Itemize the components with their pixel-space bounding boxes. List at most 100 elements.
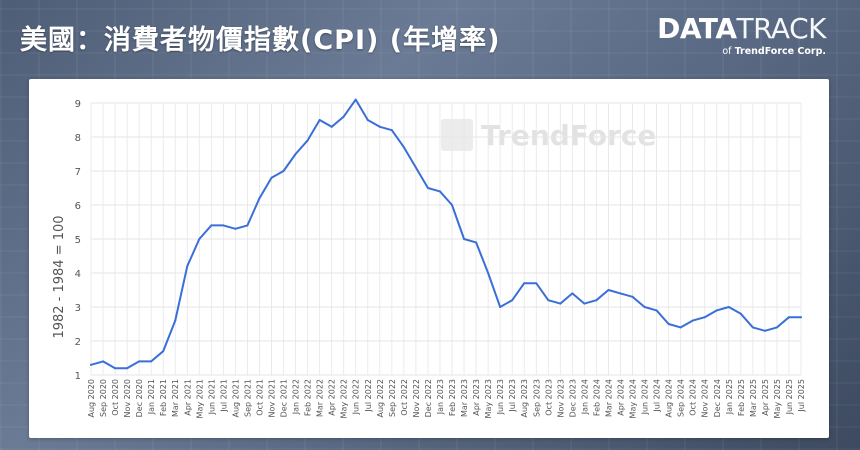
data-point [282,170,285,172]
x-tick-label: Oct 2021 [255,379,264,416]
x-tick-label: Feb 2021 [159,379,168,416]
data-point [751,326,754,329]
x-tick-label: Dec 2023 [568,379,577,417]
x-tick-label: Jul 2022 [364,379,373,413]
data-point [451,204,454,206]
data-point [595,299,598,302]
data-point [438,190,441,193]
x-tick-label: Aug 2022 [376,379,385,418]
y-tick-label: 8 [75,133,81,144]
x-tick-label: Aug 2020 [87,379,96,418]
data-point [523,282,526,285]
data-point [162,350,165,353]
x-tick-label: Apr 2022 [328,379,337,416]
data-point [619,292,622,295]
data-point [475,241,478,244]
y-axis: 1 2 3 4 5 6 7 8 9 [75,99,81,382]
brand-sub-company: TrendForce Corp. [734,46,826,57]
data-point [90,363,92,366]
series-line [90,98,802,370]
y-tick-label: 2 [75,337,81,348]
x-tick-label: Jul 2024 [653,379,662,413]
y-tick-label: 7 [75,167,81,178]
x-tick-label: Apr 2025 [761,379,770,416]
data-point [294,153,297,155]
y-tick-label: 4 [75,269,81,280]
data-point [571,292,574,295]
x-tick-label: Sep 2022 [388,379,397,417]
x-tick-label: Apr 2023 [472,379,481,416]
data-point [258,197,261,200]
data-point [222,224,225,227]
x-tick-label: Nov 2020 [123,379,132,418]
x-tick-label: Jan 2021 [147,379,156,415]
data-point [186,265,189,268]
data-point [667,323,670,325]
x-tick-label: Aug 2023 [520,379,529,418]
x-tick-label: Apr 2024 [616,379,625,416]
data-point [535,282,538,285]
data-point [402,146,405,149]
data-point [378,125,381,128]
data-point [739,312,742,315]
brand-logo: DATATRACK of TrendForce Corp. [657,14,826,58]
x-tick-label: Feb 2023 [448,379,457,416]
data-point [318,119,321,121]
brand-sub-prefix: of [722,46,732,57]
x-tick-label: Apr 2021 [183,379,192,416]
x-tick-label: Aug 2024 [665,379,674,418]
x-tick-label: Aug 2021 [231,379,240,418]
data-point [775,326,778,329]
x-tick-label: Nov 2021 [268,379,277,418]
data-point [727,306,730,308]
x-tick-label: May 2023 [484,379,493,418]
brand-track-text: TRACK [736,12,827,45]
data-point [102,360,105,363]
watermark-text: TrendForce [481,119,656,152]
data-point [547,299,550,302]
x-tick-label: Jan 2025 [725,379,734,415]
data-point [703,316,706,319]
y-axis-label: 1982 - 1984 = 100 [52,215,67,338]
y-tick-label: 9 [75,99,81,110]
x-tick-label: Dec 2024 [713,379,722,417]
x-tick-label: Jul 2025 [797,379,806,413]
data-point [390,129,393,132]
data-point [655,309,658,312]
data-point [463,238,466,240]
brand-data-text: DATA [657,12,737,45]
x-tick-label: Jun 2022 [352,379,361,415]
x-tick-label: Jan 2022 [292,379,301,415]
data-point [763,329,766,332]
grid-lines [90,102,802,376]
page-title: 美國：消費者物價指數(CPI) (年增率) [20,25,501,56]
y-tick-label: 5 [75,235,81,246]
x-tick-label: Jan 2024 [580,379,589,415]
data-point [306,139,309,142]
data-point [198,238,201,240]
data-point [150,360,153,363]
x-tick-label: Feb 2024 [592,379,601,416]
y-tick-label: 1 [75,371,81,382]
x-tick-label: Nov 2023 [556,379,565,418]
x-tick-label: Jul 2021 [219,379,228,413]
data-point [210,224,213,227]
data-point [499,306,502,308]
x-tick-label: Dec 2022 [424,379,433,417]
x-tick-label: Jun 2024 [641,379,650,415]
data-point [583,302,586,305]
data-point [330,125,333,128]
x-tick-label: May 2022 [340,379,349,418]
data-point [715,309,718,312]
y-tick-label: 3 [75,303,81,314]
brand-wordmark: DATATRACK [657,14,826,44]
x-tick-label: Oct 2020 [111,379,120,416]
data-point [174,319,177,322]
data-point [487,272,490,274]
data-point [126,367,129,370]
x-tick-label: Nov 2024 [701,379,710,418]
data-point [138,360,141,363]
x-tick-label: Sep 2020 [99,379,108,417]
